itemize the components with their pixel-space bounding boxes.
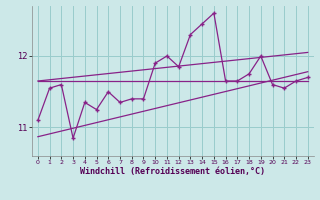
X-axis label: Windchill (Refroidissement éolien,°C): Windchill (Refroidissement éolien,°C) xyxy=(80,167,265,176)
